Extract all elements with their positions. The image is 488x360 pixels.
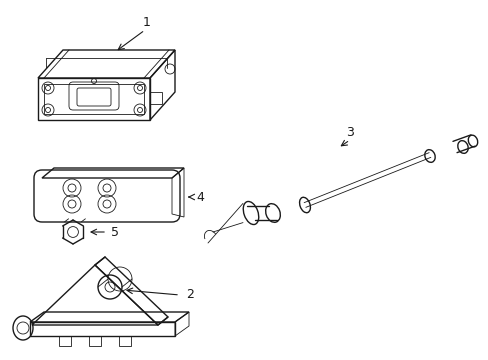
Text: 3: 3 bbox=[346, 126, 353, 139]
Text: 4: 4 bbox=[196, 190, 203, 203]
Text: 5: 5 bbox=[111, 225, 119, 239]
Text: 2: 2 bbox=[185, 288, 194, 302]
Text: 1: 1 bbox=[143, 15, 151, 28]
